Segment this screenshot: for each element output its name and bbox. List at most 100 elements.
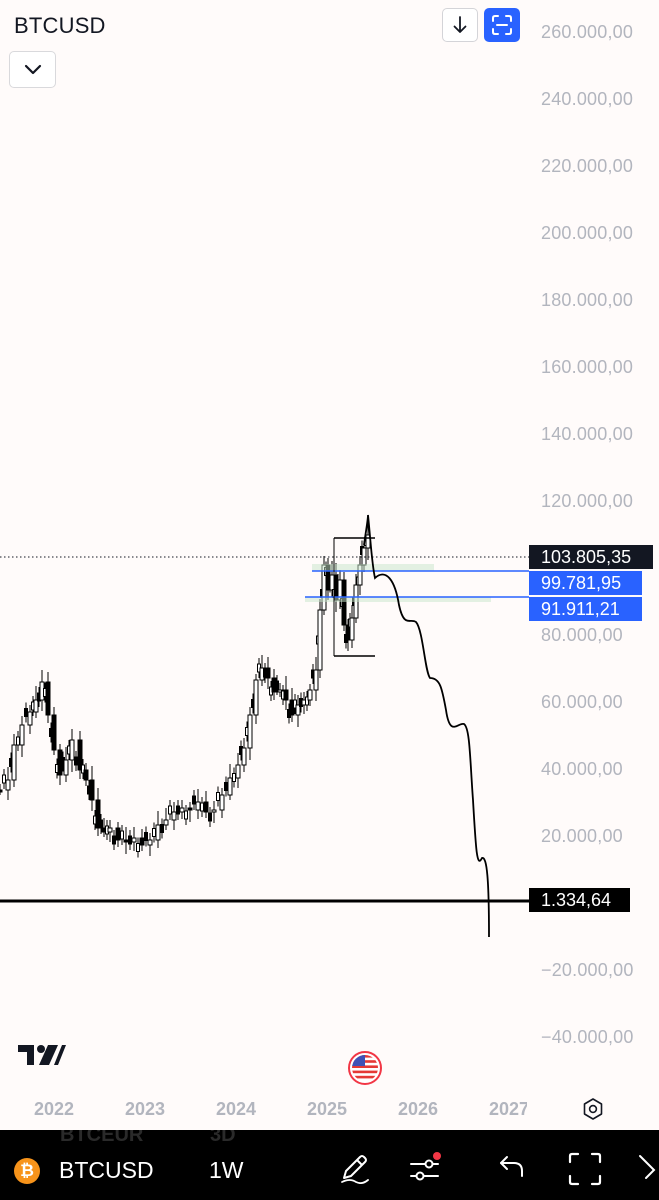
candle-body (33, 699, 39, 713)
candle-body (265, 667, 271, 679)
sliders-icon[interactable] (408, 1152, 442, 1184)
candle-body (195, 801, 201, 811)
x-tick: 2025 (307, 1099, 348, 1119)
candle-body (81, 764, 85, 774)
candle-body (200, 802, 204, 812)
undo-icon[interactable] (498, 1152, 526, 1180)
candle-body (171, 811, 177, 821)
candle-body (131, 837, 137, 843)
candle-body (192, 795, 196, 805)
y-tick: 20.000,00 (541, 826, 623, 846)
symbol-title[interactable]: BTCUSD (14, 13, 106, 38)
y-tick: 160.000,00 (541, 357, 634, 377)
symbol-search-button[interactable]: BTCUSD (59, 1157, 154, 1183)
candle-body (24, 708, 28, 717)
candle-body (349, 617, 355, 641)
candle-body (99, 819, 103, 829)
y-tick: −20.000,00 (541, 960, 634, 980)
projection-curve[interactable] (363, 514, 490, 938)
y-tick: 180.000,00 (541, 290, 634, 310)
candle-body (83, 769, 89, 781)
y-tick: 40.000,00 (541, 759, 623, 779)
x-tick: 2027 (489, 1099, 527, 1119)
candle-body (317, 609, 323, 671)
candle-body (16, 736, 20, 746)
x-tick: 2024 (216, 1099, 257, 1119)
candle-body (160, 824, 164, 833)
candle-body (208, 812, 212, 822)
y-tick: 220.000,00 (541, 156, 634, 176)
candle-body (69, 739, 75, 761)
candle-body (0, 789, 3, 793)
y-tick: 200.000,00 (541, 223, 634, 243)
candle-body (341, 579, 347, 626)
candle-body (305, 696, 309, 706)
candle-body (45, 681, 51, 716)
bitcoin-icon: ₿ (14, 1158, 40, 1184)
candle-body (74, 756, 78, 766)
interval-button[interactable]: 1W (209, 1157, 244, 1183)
tradingview-logo-icon (18, 1045, 66, 1065)
candle-body (128, 835, 132, 845)
hexagon-settings-icon[interactable] (581, 1097, 605, 1121)
candle-body (187, 807, 193, 811)
candle-body (307, 689, 313, 701)
chevron-down-icon (24, 64, 41, 74)
candle-body (216, 792, 220, 801)
candle-body (51, 714, 57, 751)
y-tick: 140.000,00 (541, 424, 634, 444)
candle-body (176, 805, 180, 815)
candle-body (89, 779, 95, 801)
download-button[interactable] (442, 8, 478, 42)
candle-body (139, 837, 145, 846)
candle-body (11, 744, 17, 781)
y-tick: 60.000,00 (541, 692, 623, 712)
candle-body (163, 819, 169, 826)
lower-level-label[interactable]: 91.911,21 (529, 597, 642, 621)
candle-body (5, 779, 11, 791)
price-chart[interactable] (0, 0, 659, 1130)
candle-body (275, 680, 279, 690)
y-tick: 120.000,00 (541, 491, 634, 511)
candle-body (293, 699, 297, 709)
candle-body (313, 669, 319, 691)
candle-body (120, 830, 124, 840)
y-tick: −40.000,00 (541, 1027, 634, 1047)
ghost-symbol: BTCEUR (60, 1130, 144, 1146)
candle-body (184, 810, 188, 820)
fullscreen-icon (492, 15, 512, 35)
candle-body (2, 774, 6, 784)
candle-body (203, 801, 209, 813)
fullscreen-button[interactable] (484, 8, 520, 42)
x-tick: 2023 (125, 1099, 166, 1119)
candle-body (283, 689, 289, 701)
arrow-down-icon (453, 16, 467, 33)
candle-body (224, 782, 228, 791)
more-icon[interactable] (636, 1152, 659, 1186)
candle-body (235, 764, 241, 779)
candle-body (136, 843, 140, 852)
candle-body (247, 714, 253, 749)
y-tick: 240.000,00 (541, 89, 634, 109)
ghost-interval: 3D (210, 1130, 236, 1146)
candle-body (107, 827, 113, 833)
upper-level-label[interactable]: 99.781,95 (529, 571, 642, 595)
horizontal-line-label[interactable]: 1.334,64 (529, 888, 630, 912)
candle-body (295, 704, 301, 716)
pen-icon[interactable] (338, 1152, 370, 1184)
x-tick: 2026 (398, 1099, 439, 1119)
x-tick: 2022 (34, 1099, 75, 1119)
candle-body (27, 711, 33, 726)
us-flag-icon[interactable] (348, 1051, 382, 1085)
candle-body (329, 574, 335, 591)
candle-body (241, 747, 247, 766)
candle-body (168, 805, 172, 815)
candle-body (112, 835, 116, 845)
candle-body (63, 759, 69, 776)
candle-body (144, 832, 148, 841)
fullscreen-icon[interactable] (568, 1152, 602, 1186)
candle-body (219, 794, 225, 811)
candle-body (77, 739, 83, 771)
bottom-toolbar: BTCEUR 3D ₿ BTCUSD 1W (0, 1130, 659, 1200)
collapse-button[interactable] (9, 51, 56, 88)
